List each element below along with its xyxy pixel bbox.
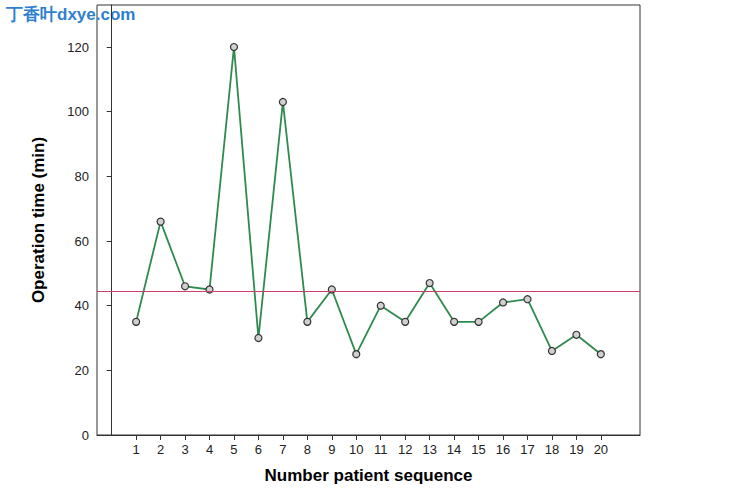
svg-text:11: 11 [374,442,388,457]
svg-text:6: 6 [255,442,262,457]
svg-text:60: 60 [75,234,89,249]
svg-text:18: 18 [545,442,559,457]
svg-text:20: 20 [594,442,608,457]
svg-text:3: 3 [181,442,188,457]
svg-text:5: 5 [230,442,237,457]
svg-text:2: 2 [157,442,164,457]
svg-text:Operation time (min): Operation time (min) [29,137,48,303]
svg-text:4: 4 [206,442,213,457]
svg-text:1: 1 [133,442,140,457]
svg-text:14: 14 [447,442,461,457]
svg-text:7: 7 [279,442,286,457]
svg-text:120: 120 [67,40,89,55]
svg-text:12: 12 [398,442,412,457]
svg-text:19: 19 [569,442,583,457]
svg-text:10: 10 [349,442,363,457]
svg-text:丁香叶dxye.com: 丁香叶dxye.com [5,5,135,24]
svg-text:13: 13 [422,442,436,457]
svg-text:20: 20 [75,363,89,378]
svg-text:15: 15 [471,442,485,457]
svg-text:Number patient sequence: Number patient sequence [265,466,473,485]
svg-text:80: 80 [75,169,89,184]
svg-text:17: 17 [520,442,534,457]
svg-text:16: 16 [496,442,510,457]
svg-text:8: 8 [304,442,311,457]
svg-text:0: 0 [82,428,89,443]
svg-text:100: 100 [67,104,89,119]
svg-text:40: 40 [75,298,89,313]
svg-text:9: 9 [328,442,335,457]
